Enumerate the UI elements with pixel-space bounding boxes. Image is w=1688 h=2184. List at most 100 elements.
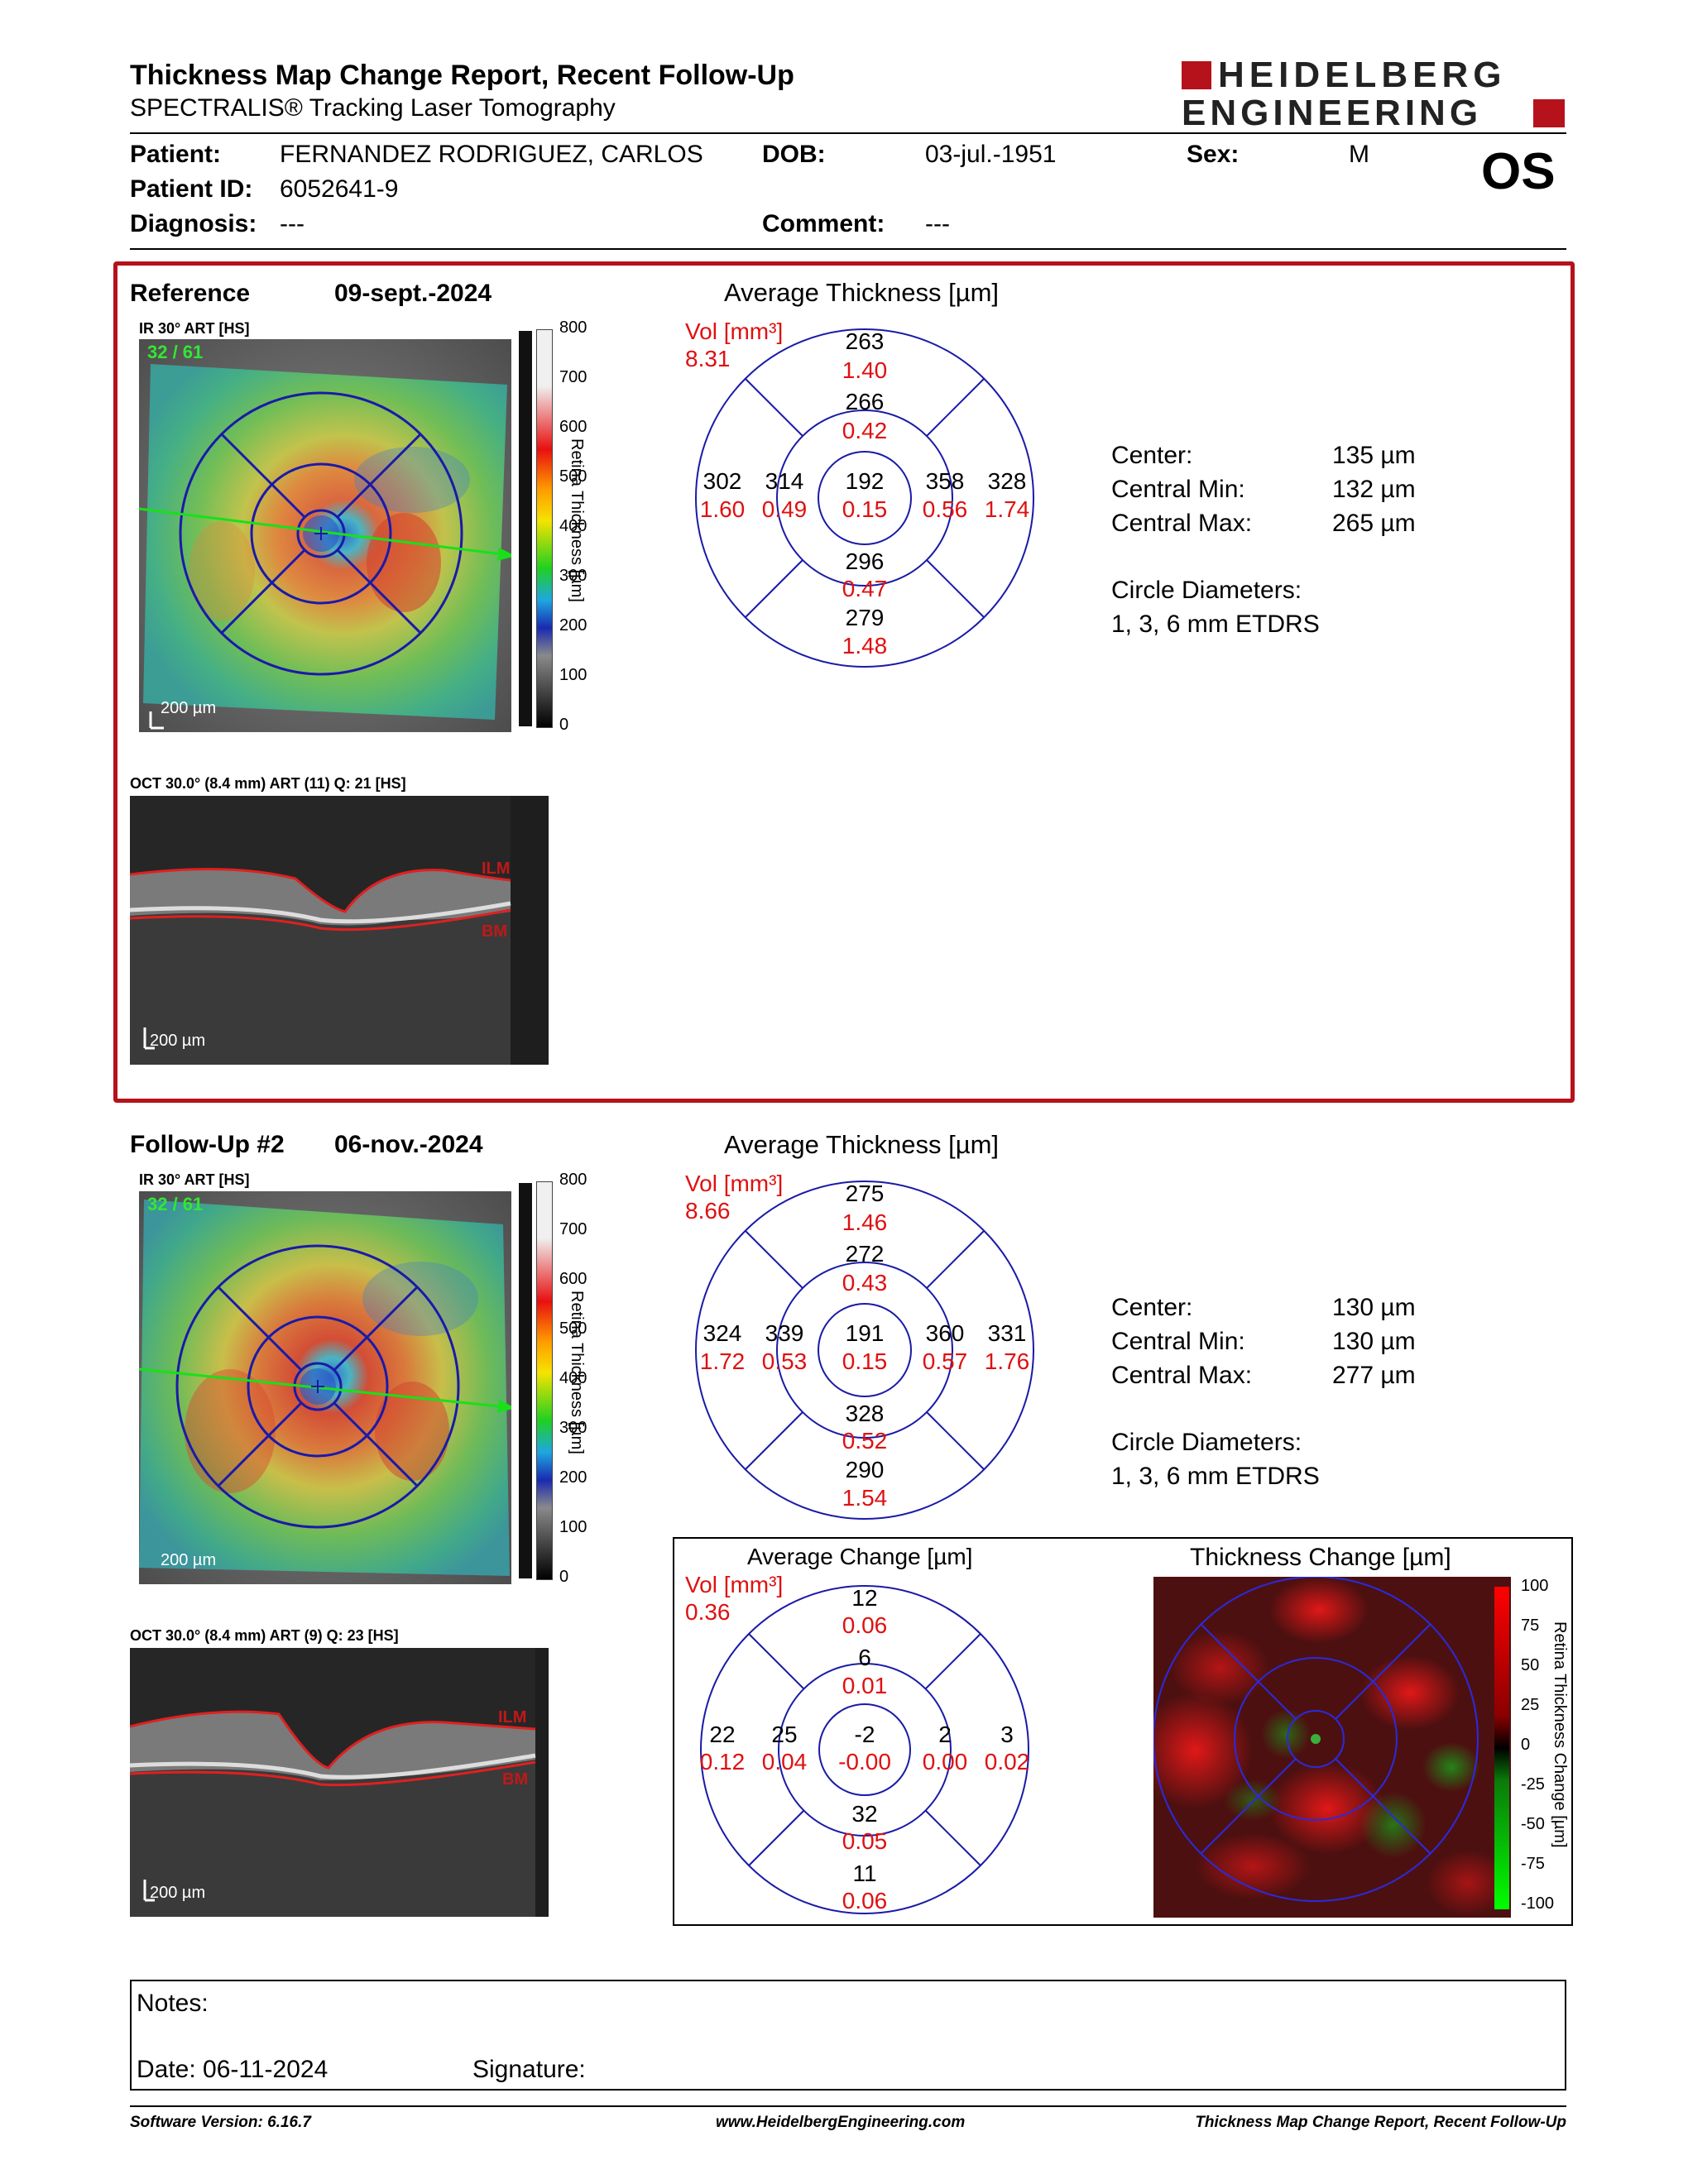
svg-text:302: 302 — [703, 468, 742, 494]
svg-text:0.15: 0.15 — [842, 1348, 888, 1374]
heidelberg-logo: HEIDELBERG ENGINEERING — [1182, 55, 1566, 133]
svg-text:358: 358 — [926, 468, 965, 494]
circle-diameters-label: Circle Diameters: — [1111, 577, 1302, 604]
ir-image-label: IR 30° ART [HS] — [139, 320, 250, 337]
svg-text:0.06: 0.06 — [842, 1888, 888, 1913]
footer-report-name: Thickness Map Change Report, Recent Foll… — [1195, 2114, 1566, 2131]
central-max-value: 277 µm — [1332, 1362, 1416, 1389]
svg-text:0.06: 0.06 — [842, 1612, 888, 1638]
svg-text:3: 3 — [1000, 1722, 1014, 1747]
volume-label: Vol [mm³] — [685, 318, 784, 344]
svg-text:0.53: 0.53 — [762, 1348, 808, 1374]
svg-text:0.42: 0.42 — [842, 418, 888, 443]
reference-date: 09-sept.-2024 — [334, 280, 492, 307]
svg-text:192: 192 — [846, 468, 885, 494]
svg-text:290: 290 — [846, 1457, 885, 1482]
diagnosis-value: --- — [280, 210, 305, 237]
change-panel — [673, 1537, 1573, 1926]
center-value: 135 µm — [1332, 442, 1416, 469]
svg-text:0.12: 0.12 — [700, 1749, 746, 1774]
followup-thickness-map — [139, 1191, 511, 1584]
svg-text:0.00: 0.00 — [923, 1749, 968, 1774]
image-counter: 32 / 61 — [147, 1194, 204, 1214]
notes-box[interactable] — [130, 1980, 1566, 2091]
bm-label: BM — [502, 1770, 528, 1789]
colorbar-title: Retina Thickness [µm] — [568, 1291, 586, 1454]
svg-text:1.46: 1.46 — [842, 1209, 888, 1235]
followup-etdrs-grid: 275 1.46 272 0.43 324 1.72 339 0.53 191 … — [695, 1181, 1034, 1520]
comment-value: --- — [925, 210, 950, 237]
patient-label: Patient: — [130, 141, 222, 168]
svg-text:328: 328 — [988, 468, 1027, 494]
svg-text:1.54: 1.54 — [842, 1485, 888, 1511]
svg-text:1.74: 1.74 — [985, 496, 1030, 522]
scale-bar-label: 200 µm — [161, 699, 217, 717]
central-max-label: Central Max: — [1111, 510, 1253, 537]
volume-total: 8.66 — [685, 1198, 731, 1224]
followup-date: 06-nov.-2024 — [334, 1131, 483, 1158]
dob-value: 03-jul.-1951 — [925, 141, 1057, 168]
svg-text:32: 32 — [851, 1801, 877, 1827]
center-label: Center: — [1111, 1294, 1193, 1321]
date-label: Date: 06-11-2024 — [137, 2056, 328, 2083]
volume-label: Vol [mm³] — [685, 1171, 784, 1196]
change-colorbar — [1494, 1587, 1509, 1909]
svg-text:263: 263 — [846, 328, 885, 354]
signature-label: Signature: — [472, 2056, 586, 2083]
report-title: Thickness Map Change Report, Recent Foll… — [130, 60, 794, 91]
svg-text:2: 2 — [938, 1722, 952, 1747]
svg-text:6: 6 — [858, 1645, 871, 1670]
comment-label: Comment: — [762, 210, 885, 237]
center-label: Center: — [1111, 442, 1193, 469]
svg-text:324: 324 — [703, 1320, 742, 1346]
patient-name: FERNANDEZ RODRIGUEZ, CARLOS — [280, 141, 703, 168]
patient-id: 6052641-9 — [280, 175, 399, 203]
thickness-colorbar — [536, 329, 553, 728]
center-value: 130 µm — [1332, 1294, 1416, 1321]
average-thickness-title: Average Thickness [µm] — [724, 1130, 1000, 1159]
thickness-colorbar — [536, 1181, 553, 1580]
dob-label: DOB: — [762, 141, 826, 168]
svg-text:0.43: 0.43 — [842, 1270, 888, 1296]
followup-oct-bscan: ILM BM 200 µm — [130, 1648, 549, 1917]
svg-text:191: 191 — [846, 1320, 885, 1346]
svg-text:0.49: 0.49 — [762, 496, 808, 522]
central-min-value: 132 µm — [1332, 476, 1416, 503]
oct-label: OCT 30.0° (8.4 mm) ART (11) Q: 21 [HS] — [130, 775, 406, 792]
central-min-label: Central Min: — [1111, 476, 1245, 503]
svg-text:12: 12 — [851, 1585, 877, 1611]
svg-text:0.04: 0.04 — [762, 1749, 808, 1774]
report-subtitle: SPECTRALIS® Tracking Laser Tomography — [130, 94, 616, 122]
ilm-label: ILM — [498, 1708, 526, 1727]
volume-label: Vol [mm³] — [685, 1572, 784, 1597]
svg-text:272: 272 — [846, 1241, 885, 1267]
patient-id-label: Patient ID: — [130, 175, 253, 203]
svg-text:0.47: 0.47 — [842, 576, 888, 601]
ir-image-label: IR 30° ART [HS] — [139, 1171, 250, 1188]
svg-text:1.72: 1.72 — [700, 1348, 746, 1374]
svg-text:1.48: 1.48 — [842, 633, 888, 659]
ilm-label: ILM — [482, 860, 510, 878]
reference-oct-bscan: ILM BM 200 µm — [130, 796, 549, 1065]
svg-text:1.60: 1.60 — [700, 496, 746, 522]
oct-scale-label: 200 µm — [150, 1884, 205, 1902]
website-link[interactable]: www.HeidelbergEngineering.com — [716, 2114, 966, 2131]
change-etdrs-grid: 12 0.06 6 0.01 22 0.12 25 0.04 -2 -0.00 … — [700, 1585, 1029, 1914]
svg-text:296: 296 — [846, 548, 885, 574]
reference-panel — [113, 261, 1575, 1103]
eye-indicator: OS — [1481, 143, 1556, 200]
svg-text:-0.00: -0.00 — [838, 1749, 891, 1774]
notes-label: Notes: — [137, 1990, 209, 2017]
svg-text:11: 11 — [852, 1861, 876, 1886]
image-counter: 32 / 61 — [147, 342, 204, 362]
reference-thickness-map — [139, 339, 511, 732]
sex-label: Sex: — [1187, 141, 1240, 168]
diagnosis-label: Diagnosis: — [130, 210, 257, 237]
svg-text:0.57: 0.57 — [923, 1348, 968, 1374]
central-min-label: Central Min: — [1111, 1328, 1245, 1355]
reference-etdrs-grid: 263 1.40 266 0.42 302 1.60 314 0.49 192 … — [695, 328, 1034, 668]
svg-text:339: 339 — [765, 1320, 804, 1346]
central-max-label: Central Max: — [1111, 1362, 1253, 1389]
svg-text:0.52: 0.52 — [842, 1428, 888, 1454]
svg-text:331: 331 — [988, 1320, 1027, 1346]
